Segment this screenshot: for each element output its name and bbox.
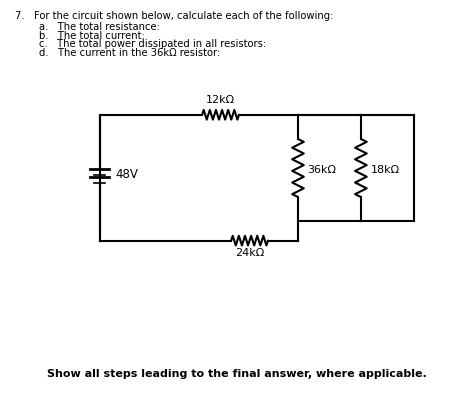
Text: 24kΩ: 24kΩ: [235, 249, 264, 258]
Text: d.   The current in the 36kΩ resistor:: d. The current in the 36kΩ resistor:: [38, 48, 220, 58]
Text: Show all steps leading to the final answer, where applicable.: Show all steps leading to the final answ…: [47, 369, 427, 379]
Text: 36kΩ: 36kΩ: [308, 165, 337, 175]
Text: 18kΩ: 18kΩ: [371, 165, 400, 175]
Text: c.   The total power dissipated in all resistors:: c. The total power dissipated in all res…: [38, 39, 266, 49]
Text: 7.   For the circuit shown below, calculate each of the following:: 7. For the circuit shown below, calculat…: [15, 11, 334, 21]
Text: a.   The total resistance:: a. The total resistance:: [38, 22, 159, 32]
Text: b.   The total current:: b. The total current:: [38, 31, 144, 40]
Text: 12kΩ: 12kΩ: [206, 95, 235, 105]
Text: 48V: 48V: [115, 168, 138, 181]
